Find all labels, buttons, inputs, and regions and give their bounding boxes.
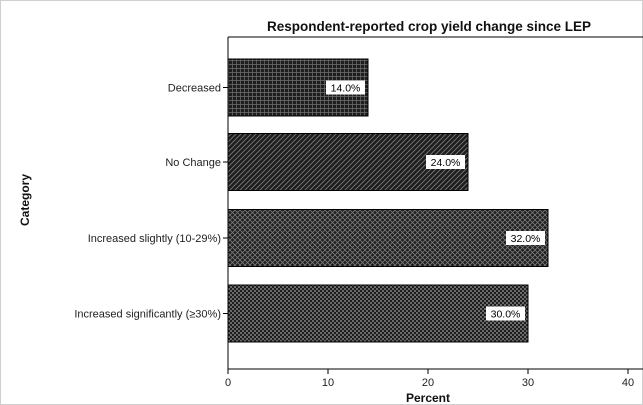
bar-3 — [227, 284, 529, 343]
data-label-0: 14.0% — [331, 83, 361, 95]
x-tick-label-0: 0 — [225, 377, 231, 389]
x-tick-label-3: 30 — [522, 377, 534, 389]
data-label-box-0 — [326, 80, 365, 95]
category-label-0: Decreased — [168, 83, 221, 95]
x-tick-label-1: 10 — [322, 377, 334, 389]
x-tick-label-2: 20 — [422, 377, 434, 389]
x-tick-label-4: 40 — [622, 377, 634, 389]
category-label-2: Increased slightly (10-29%) — [88, 233, 221, 245]
data-label-2: 32.0% — [511, 233, 541, 245]
plot-area: 14.0% 24.0% 32.0% 30.0% 0 10 20 30 40 Decreased… — [74, 36, 643, 389]
bar-2 — [227, 209, 549, 267]
chart-title: Respondent-reported crop yield change si… — [267, 19, 591, 34]
x-axis-title: Percent — [406, 391, 450, 405]
category-label-3: Increased significantly (≥30%) — [74, 309, 221, 321]
y-axis-title: Category — [18, 174, 32, 226]
data-label-box-2 — [506, 231, 545, 245]
category-label-1: No Change — [165, 157, 221, 169]
data-label-1: 24.0% — [431, 157, 461, 169]
data-label-box-1 — [426, 155, 465, 169]
data-label-3: 30.0% — [491, 309, 521, 321]
data-label-box-3 — [486, 306, 525, 321]
